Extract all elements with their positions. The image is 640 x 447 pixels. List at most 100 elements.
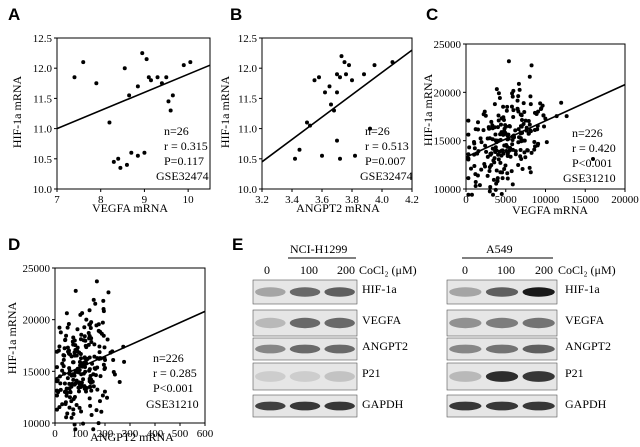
data-point xyxy=(86,342,91,347)
blot-band xyxy=(449,344,482,354)
panel-d-stat-r: r = 0.285 xyxy=(153,366,197,380)
data-point xyxy=(479,140,484,145)
data-point xyxy=(55,365,59,370)
data-point xyxy=(527,122,532,127)
data-point xyxy=(105,395,110,400)
data-point xyxy=(495,179,500,184)
x-tick-label: 3.4 xyxy=(285,194,299,206)
data-point xyxy=(496,152,501,157)
data-point xyxy=(502,167,507,172)
data-point xyxy=(478,136,483,141)
data-point xyxy=(65,376,70,381)
blot-band xyxy=(289,287,321,297)
data-point xyxy=(494,168,499,173)
data-point xyxy=(111,159,116,164)
data-point xyxy=(68,352,73,357)
data-point xyxy=(488,184,493,189)
data-point xyxy=(87,336,92,341)
data-point xyxy=(492,102,497,107)
plot-frame xyxy=(261,37,413,190)
data-point xyxy=(347,63,351,68)
panel-b-x-axis-label: ANGPT2 mRNA xyxy=(296,201,380,215)
data-point xyxy=(489,163,494,168)
dose-label: 200 xyxy=(535,263,553,277)
y-tick-label: 10000 xyxy=(434,184,462,196)
data-point xyxy=(58,387,63,392)
data-point xyxy=(515,98,520,103)
data-point xyxy=(78,385,83,390)
data-point xyxy=(491,177,496,182)
data-point xyxy=(338,75,342,80)
data-point xyxy=(116,156,121,161)
data-point xyxy=(510,94,515,99)
data-point xyxy=(479,167,484,172)
data-point xyxy=(129,150,134,155)
data-point xyxy=(55,407,59,412)
x-tick-label: 300 xyxy=(122,428,139,440)
data-point xyxy=(60,361,65,366)
blot-band xyxy=(485,371,519,382)
data-point xyxy=(58,381,63,386)
data-point xyxy=(88,403,93,408)
data-point xyxy=(516,94,521,99)
panel-b-stat-p: P=0.007 xyxy=(365,154,405,168)
panel-label-a: A xyxy=(8,5,20,24)
data-point xyxy=(293,156,297,161)
data-point xyxy=(516,140,521,145)
x-tick-label: 15000 xyxy=(572,194,600,206)
data-point xyxy=(102,366,107,371)
data-point xyxy=(74,403,79,408)
data-point xyxy=(87,396,92,401)
blot-group-a549: A549 0 100 200 CoCl₂ (μM) HIF-1a VEGFA A… xyxy=(446,242,616,418)
panel-c-stat-n: n=226 xyxy=(572,126,603,140)
data-point xyxy=(500,148,505,153)
data-point xyxy=(538,101,543,106)
blot-band xyxy=(255,344,286,354)
data-point xyxy=(88,374,93,379)
data-point xyxy=(118,165,123,170)
data-point xyxy=(60,368,65,373)
data-point xyxy=(67,405,72,410)
data-point xyxy=(329,102,333,107)
data-point xyxy=(97,344,102,349)
data-point xyxy=(510,142,515,147)
data-point xyxy=(473,127,478,132)
panel-d-scatter: D 0 100 200 300 400 500 600 10000 15000 20000 250… xyxy=(5,235,214,444)
data-point xyxy=(519,117,524,122)
panel-a-stat-p: P=0.117 xyxy=(164,154,204,168)
data-point xyxy=(529,150,534,155)
dose-label: 100 xyxy=(300,263,318,277)
data-point xyxy=(142,150,147,155)
panel-label-c: C xyxy=(426,5,438,24)
data-point xyxy=(327,84,332,89)
plot-frame xyxy=(56,37,211,190)
data-point xyxy=(505,144,510,149)
regression-line xyxy=(261,49,413,163)
data-point xyxy=(170,93,175,98)
y-tick-label: 12.5 xyxy=(238,33,258,45)
data-point xyxy=(499,191,504,196)
data-point xyxy=(501,104,506,109)
data-point xyxy=(493,145,498,150)
blot-band xyxy=(289,401,321,411)
data-point xyxy=(507,124,512,129)
data-point xyxy=(498,132,503,137)
data-point xyxy=(91,384,96,389)
data-point xyxy=(522,109,527,114)
data-point xyxy=(342,60,347,65)
data-point xyxy=(535,127,540,132)
data-point xyxy=(497,95,502,100)
regression-line xyxy=(56,64,211,130)
data-point xyxy=(71,412,76,417)
data-point xyxy=(510,91,515,96)
x-tick-label: 400 xyxy=(147,428,164,440)
data-point xyxy=(522,150,527,155)
data-point xyxy=(64,311,69,316)
data-point xyxy=(72,75,77,80)
data-point xyxy=(534,112,539,117)
data-point xyxy=(504,108,509,113)
data-point xyxy=(495,125,500,130)
data-point xyxy=(521,138,526,143)
data-point xyxy=(496,118,501,123)
data-point xyxy=(71,360,76,365)
